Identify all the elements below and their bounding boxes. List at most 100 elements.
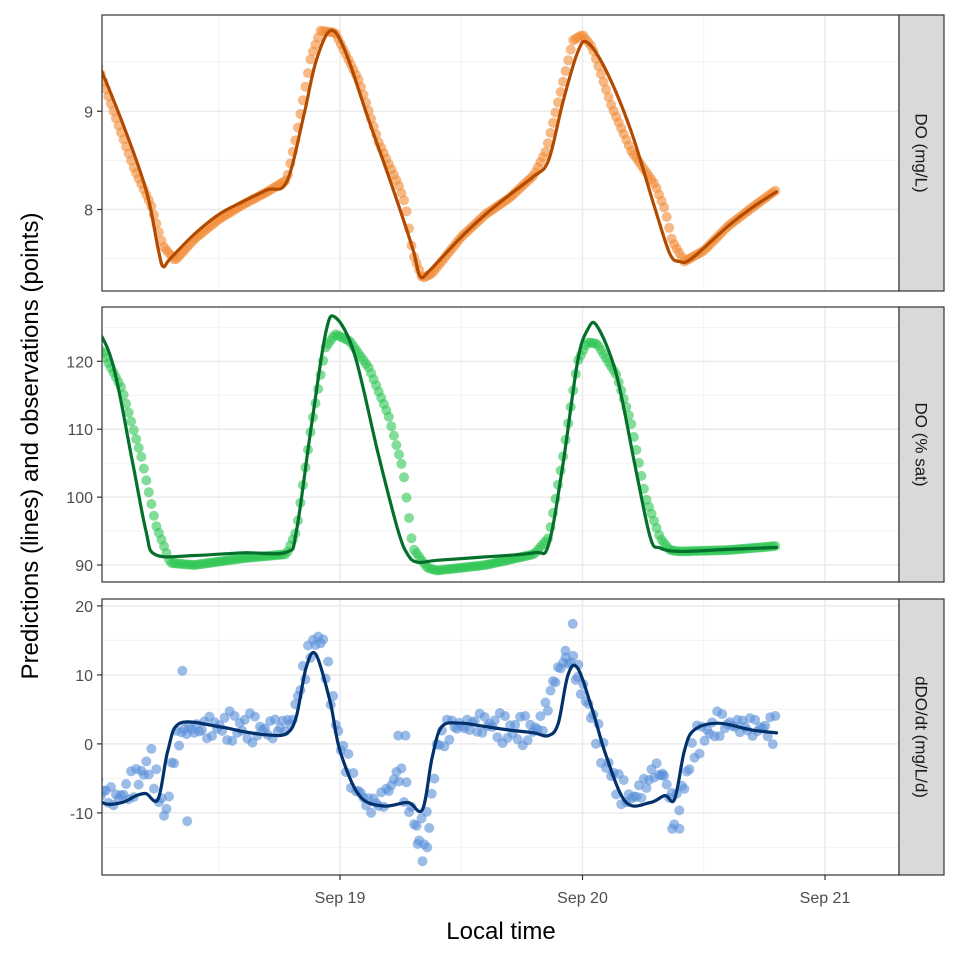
- observation-point: [128, 425, 139, 436]
- observation-point: [61, 692, 71, 702]
- y-tick-label: 110: [67, 422, 93, 439]
- observation-point: [61, 49, 71, 59]
- observation-point: [53, 646, 63, 656]
- observation-point: [20, 162, 30, 172]
- observation-point: [542, 705, 553, 716]
- observation-point: [305, 54, 316, 65]
- observation-point: [393, 776, 404, 787]
- observation-point: [575, 689, 586, 700]
- panel-strip: [898, 306, 945, 583]
- observation-point: [717, 709, 728, 720]
- observation-point: [146, 499, 157, 509]
- observation-point: [18, 162, 28, 172]
- observation-point: [510, 719, 521, 730]
- observation-point: [568, 650, 579, 661]
- observation-point: [25, 160, 35, 170]
- panel-2: 90 100 110 120 DO (% sat): [55, 306, 945, 583]
- observation-point: [91, 783, 101, 793]
- observation-point: [28, 702, 38, 712]
- observation-point: [66, 40, 76, 50]
- observation-point: [550, 677, 561, 688]
- observation-point: [229, 711, 240, 721]
- observation-point: [86, 342, 96, 352]
- observation-point: [33, 680, 43, 690]
- observation-point: [182, 816, 193, 827]
- observation-point: [393, 730, 404, 741]
- observation-point: [412, 839, 423, 849]
- observation-point: [270, 714, 281, 725]
- panels: 8 9 DO (mg/L) 90 100 110 120 DO (% sat) -10 0 10 20…: [13, 14, 945, 907]
- observation-point: [686, 738, 697, 748]
- observation-point: [66, 713, 76, 723]
- observation-point: [406, 533, 417, 544]
- observation-point: [66, 385, 76, 395]
- observation-point: [426, 788, 437, 799]
- observation-point: [55, 428, 65, 438]
- observation-point: [540, 147, 551, 157]
- observation-point: [548, 117, 558, 128]
- observation-point: [126, 416, 137, 427]
- observation-point: [76, 753, 86, 763]
- observation-point: [81, 36, 91, 46]
- observation-point: [23, 726, 33, 736]
- observation-point: [227, 735, 238, 746]
- y-tick-label: -10: [70, 806, 93, 823]
- prediction-line: [102, 650, 779, 814]
- observation-point: [146, 743, 157, 754]
- data-layer: [15, 25, 781, 283]
- observation-point: [63, 695, 73, 705]
- observation-point: [141, 756, 152, 767]
- observation-point: [560, 645, 571, 656]
- observation-point: [23, 161, 33, 171]
- observation-point: [148, 783, 159, 794]
- observation-point: [68, 35, 78, 45]
- observation-point: [30, 159, 40, 169]
- observation-point: [143, 487, 154, 498]
- observation-point: [83, 39, 93, 49]
- strip-label: DO (% sat): [912, 402, 931, 486]
- observation-point: [396, 458, 407, 469]
- observation-point: [105, 782, 116, 792]
- observation-point: [667, 823, 678, 834]
- y-tick-label: 90: [75, 558, 93, 575]
- panel-background: [102, 15, 899, 291]
- observation-point: [767, 739, 778, 750]
- x-tick-label: Sep 21: [800, 890, 851, 907]
- observation-point: [48, 633, 58, 643]
- observation-point: [88, 343, 98, 353]
- observation-point: [661, 779, 672, 790]
- y-tick-label: 120: [66, 354, 93, 371]
- observation-point: [520, 711, 531, 721]
- observation-point: [20, 729, 30, 739]
- data-layer: [13, 618, 781, 867]
- observation-point: [542, 138, 553, 149]
- observation-point: [35, 687, 45, 697]
- observation-point: [58, 672, 68, 682]
- observation-point: [15, 163, 25, 173]
- observation-point: [750, 714, 761, 725]
- panel-3: -10 0 10 20 dDO/dt (mg/L/d) Sep 19 Sep 20 Sep 2…: [13, 598, 945, 907]
- observation-point: [83, 342, 93, 352]
- x-axis-title: Local time: [446, 918, 555, 945]
- observation-point: [50, 85, 60, 95]
- observation-point: [383, 411, 394, 422]
- observation-point: [714, 731, 725, 742]
- observation-point: [43, 637, 53, 647]
- observation-point: [196, 724, 207, 735]
- observation-point: [674, 823, 685, 834]
- observation-point: [664, 222, 675, 233]
- observation-point: [343, 749, 354, 759]
- observation-point: [444, 734, 455, 745]
- data-layer: [55, 314, 781, 576]
- observation-point: [58, 414, 68, 424]
- observation-point: [28, 160, 38, 170]
- y-axis-title: Predictions (lines) and observations (po…: [17, 213, 44, 680]
- observation-point: [13, 729, 23, 739]
- observation-point: [76, 29, 86, 39]
- observation-point: [674, 805, 685, 816]
- observation-point: [618, 775, 629, 786]
- observation-point: [545, 685, 556, 696]
- observation-point: [489, 715, 500, 726]
- panel-background: [102, 307, 899, 582]
- observation-point: [73, 721, 83, 731]
